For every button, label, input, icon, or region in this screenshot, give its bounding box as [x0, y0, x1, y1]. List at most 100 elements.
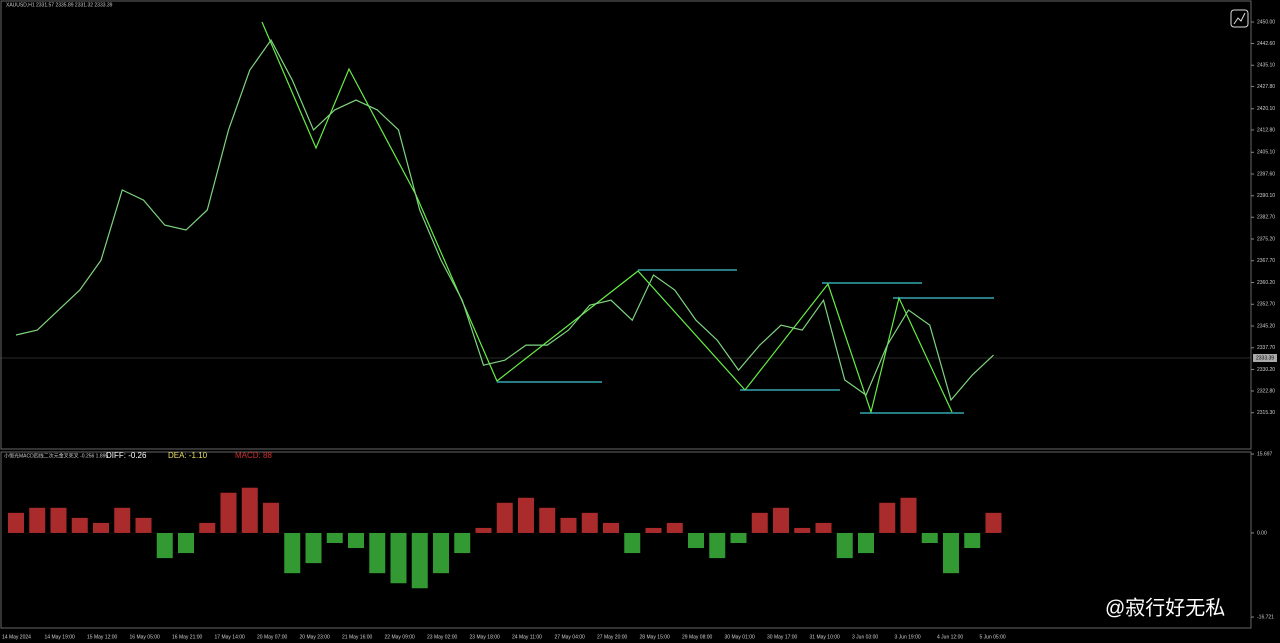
macd-bar	[71, 517, 88, 533]
y-tick-label: 2450.00	[1257, 19, 1275, 25]
macd-bar	[284, 532, 301, 574]
diff-label: DIFF: -0.26	[106, 451, 147, 460]
macd-bar	[454, 532, 471, 554]
x-tick-label: 20 May 23:00	[300, 634, 331, 640]
toolbar-button[interactable]	[1230, 9, 1249, 28]
macd-bar	[263, 502, 279, 533]
ohlc: 2331.57 2335.89 2331.32 2333.39	[36, 2, 113, 8]
price-frame	[0, 0, 1252, 450]
macd-bar	[645, 527, 662, 533]
y-tick-label: 2375.20	[1257, 236, 1275, 242]
y-tick-label: 2405.10	[1257, 150, 1275, 156]
x-tick-label: 21 May 16:00	[342, 634, 373, 640]
y-tick-label: -16.721	[1257, 614, 1274, 620]
x-tick-label: 30 May 17:00	[767, 634, 798, 640]
indicator-frame	[0, 451, 1252, 629]
y-tick-label: 2390.10	[1257, 193, 1275, 199]
macd-bar	[581, 512, 598, 533]
y-tick-label: 2435.10	[1257, 63, 1275, 69]
current-price: 2333.39	[1256, 355, 1274, 361]
x-tick-label: 22 May 09:00	[385, 634, 416, 640]
macd-bar	[348, 532, 364, 549]
macd-bar	[199, 522, 216, 533]
y-tick-label: 2322.80	[1257, 388, 1275, 394]
current-price-box	[1253, 354, 1277, 362]
x-tick-label: 27 May 04:00	[555, 634, 586, 640]
macd-bar	[29, 507, 46, 533]
macd-bar	[178, 532, 194, 554]
x-tick-label: 15 May 12:00	[87, 634, 118, 640]
y-tick-label: 2442.60	[1257, 41, 1275, 47]
macd-bar	[773, 507, 789, 533]
x-tick-label: 16 May 05:00	[130, 634, 161, 640]
symbol: XAUUSD,H1	[6, 2, 35, 8]
macd-bar	[135, 517, 152, 533]
x-tick-label: 4 Jun 12:00	[937, 634, 963, 640]
macd-bar	[943, 532, 959, 574]
macd-bar	[50, 507, 67, 533]
macd-bar	[964, 532, 981, 549]
macd-bar	[369, 532, 386, 574]
macd-bar	[390, 532, 407, 584]
macd-bar	[496, 502, 513, 533]
macd-bar	[879, 502, 896, 533]
macd-bar	[815, 522, 832, 533]
x-tick-label: 14 May 2024	[2, 634, 31, 640]
macd-bar	[560, 517, 577, 533]
macd-bar	[411, 532, 428, 589]
macd-bar	[241, 487, 258, 533]
macd-bar	[93, 522, 109, 533]
y-tick-label: 2412.80	[1257, 127, 1275, 133]
x-tick-label: 3 Jun 03:00	[852, 634, 878, 640]
macd-bar	[730, 532, 747, 544]
macd-bar	[900, 497, 917, 533]
macd-bar	[709, 532, 726, 559]
y-tick-label: 2427.80	[1257, 84, 1275, 90]
levels	[497, 269, 994, 414]
y-tick-label: 2367.70	[1257, 258, 1275, 264]
y-tick-label: 2345.20	[1257, 323, 1275, 329]
y-tick-label: 2330.20	[1257, 367, 1275, 373]
x-tick-label: 17 May 14:00	[215, 634, 246, 640]
y-tick-label: 2360.20	[1257, 280, 1275, 286]
x-tick-label: 3 Jun 19:00	[895, 634, 921, 640]
x-tick-label: 27 May 20:00	[597, 634, 628, 640]
macd-bar	[836, 532, 853, 559]
macd-bar	[475, 527, 492, 533]
macd-bar	[603, 522, 619, 533]
x-tick-label: 20 May 07:00	[257, 634, 288, 640]
macd-bar	[858, 532, 874, 554]
y-tick-label: 2397.60	[1257, 171, 1275, 177]
x-tick-label: 23 May 02:00	[427, 634, 458, 640]
zigzag	[261, 21, 953, 415]
macd-bar	[688, 532, 704, 549]
macd-bar	[624, 532, 641, 554]
y-tick-label: 2382.70	[1257, 215, 1275, 221]
macd-bar	[751, 512, 768, 533]
macd-bar	[539, 507, 556, 533]
y-tick-label: 2315.30	[1257, 410, 1275, 416]
y-tick-label: 2337.70	[1257, 345, 1275, 351]
macd-label: MACD: 88	[235, 451, 272, 460]
macd-bar	[921, 532, 938, 544]
x-tick-label: 14 May 19:00	[45, 634, 76, 640]
toolbar-icon	[1233, 12, 1246, 25]
y-tick-label: 0.00	[1257, 530, 1267, 536]
x-tick-label: 28 May 15:00	[640, 634, 671, 640]
macd-bar	[220, 492, 237, 533]
x-tick-label: 29 May 08:00	[682, 634, 713, 640]
macd-bar	[156, 532, 173, 559]
price-line	[15, 38, 994, 402]
x-tick-label: 31 May 10:00	[810, 634, 841, 640]
x-tick-label: 24 May 11:00	[512, 634, 542, 640]
macd-bar	[518, 497, 534, 533]
x-tick-label: 30 May 01:00	[725, 634, 756, 640]
x-tick-label: 16 May 21:00	[172, 634, 203, 640]
macd-bar	[114, 507, 131, 533]
y-tick-label: 15.697	[1257, 451, 1273, 457]
macd-bar	[326, 532, 343, 544]
macd-bar	[794, 527, 811, 533]
watermark: @寂行好无私	[1105, 596, 1225, 619]
macd-bar	[433, 532, 449, 574]
